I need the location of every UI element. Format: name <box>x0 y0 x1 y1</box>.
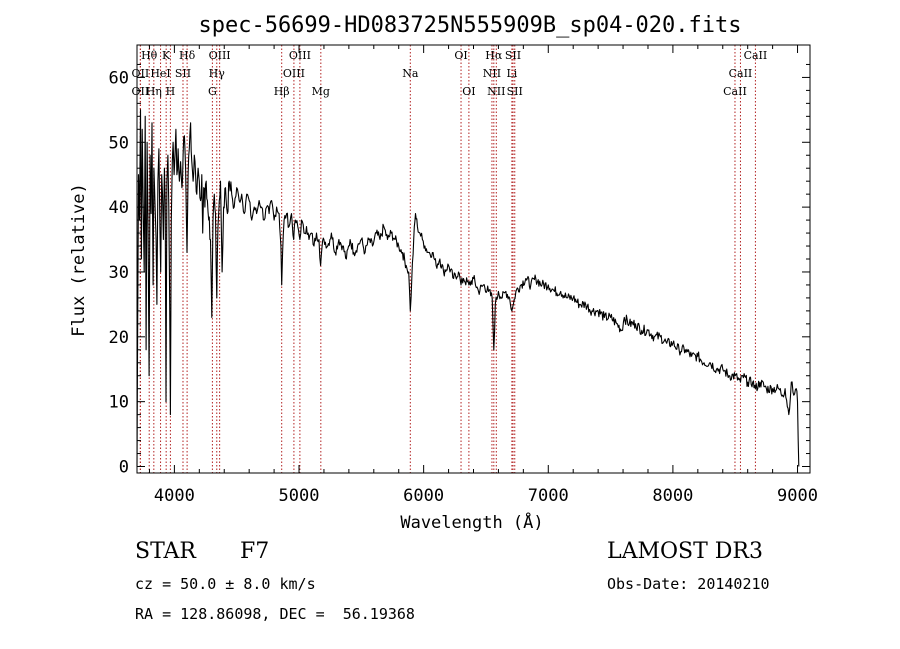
line-label: SII <box>507 85 523 98</box>
line-label: OIII <box>283 67 305 80</box>
x-tick-label: 5000 <box>279 486 320 506</box>
line-label: CaII <box>729 67 753 80</box>
x-tick-label: 6000 <box>403 486 444 506</box>
line-label: Hθ <box>141 49 158 62</box>
y-tick-label: 40 <box>109 198 129 218</box>
line-label: Mg <box>312 85 330 98</box>
y-tick-label: 0 <box>119 458 129 478</box>
line-label: OII <box>132 85 150 98</box>
line-label: OIII <box>209 49 231 62</box>
object-class: STAR <box>135 539 197 564</box>
x-tick-label: 8000 <box>652 486 693 506</box>
y-tick-label: 50 <box>109 133 129 153</box>
line-label: HeI <box>150 67 170 80</box>
line-label: OI <box>454 49 467 62</box>
line-label: OI <box>462 85 475 98</box>
plot-frame <box>136 44 811 474</box>
line-label: OII <box>132 67 150 80</box>
y-tick-label: 10 <box>109 393 129 413</box>
line-label: Hγ <box>209 67 226 80</box>
spectral-line-markers <box>139 45 756 473</box>
line-label: K <box>162 49 171 62</box>
chart-title: spec-56699-HD083725N555909B_sp04-020.fit… <box>198 13 741 38</box>
observation-date: Obs-Date: 20140210 <box>607 575 770 593</box>
x-axis-ticks: 4000 5000 6000 7000 8000 9000 <box>148 45 818 506</box>
line-label: Hη <box>146 85 162 98</box>
line-label: Hα <box>485 49 503 62</box>
y-axis-ticks: 0 10 20 30 40 50 60 <box>109 63 810 478</box>
x-tick-label: 9000 <box>777 486 818 506</box>
line-label: OIII <box>289 49 311 62</box>
line-label: CaII <box>723 85 747 98</box>
line-label: CaII <box>744 49 768 62</box>
line-label: G <box>208 85 217 98</box>
line-label: SII <box>505 49 521 62</box>
x-tick-label: 7000 <box>528 486 569 506</box>
line-label: SII <box>175 67 191 80</box>
line-label: Na <box>402 67 419 80</box>
spectrum-line <box>136 109 800 467</box>
redshift-velocity: cz = 50.0 ± 8.0 km/s <box>135 575 316 593</box>
line-label: NII <box>487 85 505 98</box>
coordinates: RA = 128.86098, DEC = 56.19368 <box>135 605 415 623</box>
y-tick-label: 20 <box>109 328 129 348</box>
line-label: Hδ <box>179 49 196 62</box>
x-axis-label: Wavelength (Å) <box>400 511 543 533</box>
y-tick-label: 60 <box>109 68 129 88</box>
y-axis-label: Flux (relative) <box>69 183 89 337</box>
x-tick-label: 4000 <box>154 486 195 506</box>
y-tick-label: 30 <box>109 263 129 283</box>
object-subclass: F7 <box>240 539 269 564</box>
line-label: H <box>166 85 176 98</box>
line-label: Hβ <box>274 85 290 98</box>
line-label: NII <box>483 67 501 80</box>
survey-name: LAMOST DR3 <box>607 539 763 564</box>
line-label: Li <box>506 67 517 80</box>
